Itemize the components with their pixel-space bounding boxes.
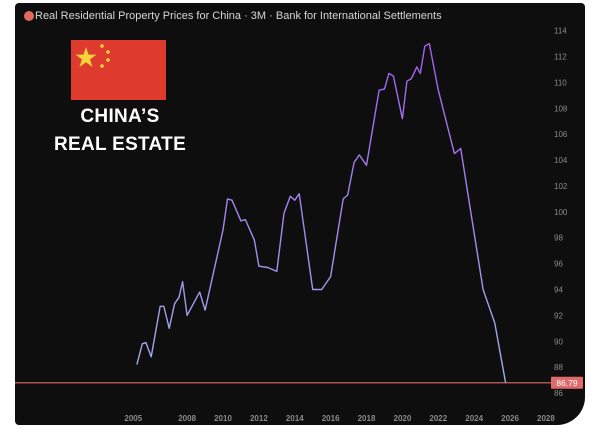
headline-line-1: CHINA’S [80, 106, 160, 127]
y-tick-label: 112 [554, 53, 567, 62]
x-tick-label: 2008 [178, 414, 196, 423]
y-tick-label: 96 [554, 260, 563, 269]
y-tick-label: 110 [554, 78, 567, 87]
x-axis: 2005 2008 2010 2012 2014 2016 2018 2020 2022 2024… [124, 414, 555, 423]
y-tick-label: 88 [554, 363, 563, 372]
x-tick-label: 2018 [358, 414, 376, 423]
y-tick-label: 114 [554, 27, 567, 36]
chart-title: Real Residential Property Prices for Chi… [35, 10, 442, 22]
x-tick-label: 2028 [537, 414, 555, 423]
last-price-badge [551, 376, 583, 389]
y-tick-label: 90 [554, 337, 563, 346]
y-tick-label: 94 [554, 286, 563, 295]
y-tick-label: 98 [554, 234, 563, 243]
x-tick-label: 2014 [286, 414, 304, 423]
y-tick-label: 86 [554, 389, 563, 398]
x-tick-label: 2024 [465, 414, 483, 423]
y-tick-label: 102 [554, 182, 568, 191]
x-tick-label: 2020 [394, 414, 412, 423]
y-tick-label: 92 [554, 311, 563, 320]
x-tick-label: 2005 [124, 414, 142, 423]
x-tick-label: 2012 [250, 414, 268, 423]
series-line [136, 42, 507, 383]
china-flag-icon [71, 40, 166, 100]
series-color-dot [24, 11, 34, 21]
line-chart: 114 112 110 108 106 104 102 100 98 96 94 92 90 88 86 2… [15, 27, 583, 423]
x-tick-label: 2010 [214, 414, 232, 423]
y-tick-label: 108 [554, 104, 568, 113]
y-tick-label: 106 [554, 130, 568, 139]
x-tick-label: 2026 [501, 414, 519, 423]
y-axis: 114 112 110 108 106 104 102 100 98 96 94 92 90 88 86 [554, 27, 568, 398]
last-price-label: 86.79 [556, 378, 578, 388]
y-tick-label: 100 [554, 208, 568, 217]
x-tick-label: 2016 [322, 414, 340, 423]
y-tick-label: 104 [554, 156, 568, 165]
headline-line-2: REAL ESTATE [53, 134, 187, 155]
x-tick-label: 2022 [429, 414, 447, 423]
chart-panel: 114 112 110 108 106 104 102 100 98 96 94 92 90 88 86 2… [15, 3, 585, 425]
